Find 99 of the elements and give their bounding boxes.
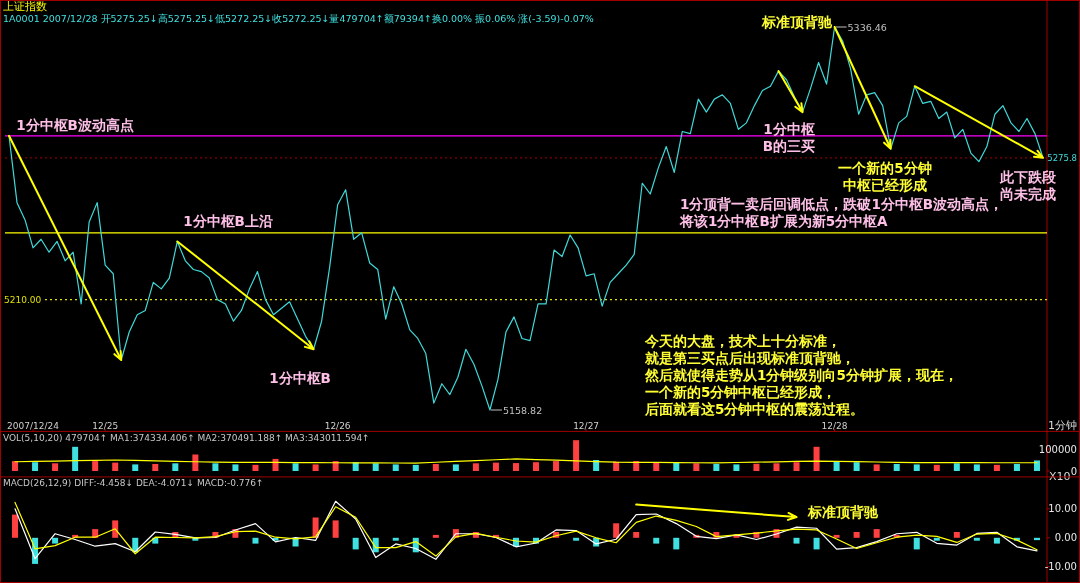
annotation: 1分中枢B的三买 [762, 120, 816, 154]
x-tick-label: 12/27 [573, 420, 600, 431]
annotation: 今天的大盘，技术上十分标准，就是第三买点后出现标准顶背驰，然后就使得走势从1分钟级别向5分钟扩展，现在，一个新的5分钟中枢已经形成，后面就看这5分钟中枢的震荡过程。 [644, 333, 958, 417]
bar [853, 462, 860, 471]
bar [913, 537, 920, 550]
x-tick-label: 12/26 [324, 420, 351, 431]
bar [673, 537, 680, 550]
x-tick-label: 2007/12/24 [7, 420, 60, 431]
bar [573, 440, 580, 471]
y-tick-label: 0.00 [1054, 532, 1077, 544]
bar [392, 537, 399, 541]
bar [633, 532, 640, 538]
bar [933, 464, 940, 471]
y-tick-label: -10.00 [1044, 561, 1077, 573]
data-label: 5336.46 [847, 21, 887, 33]
bar [112, 462, 119, 471]
bar [132, 464, 139, 471]
y-tick-label: 100000 [1038, 443, 1077, 455]
bar [693, 463, 700, 471]
bar [973, 537, 980, 541]
bar [32, 462, 39, 471]
ref-line-label: 5275.8 [1047, 153, 1077, 164]
bar [352, 537, 359, 550]
text: X10 [1049, 470, 1071, 483]
x-tick-label: 12/25 [92, 420, 119, 431]
bar [993, 537, 1000, 544]
bar [973, 464, 980, 471]
bar [873, 464, 880, 471]
bar [773, 463, 780, 471]
chart-title: 上证指数 [3, 0, 47, 13]
bar [853, 532, 860, 538]
bar [252, 464, 259, 471]
bar [953, 532, 960, 538]
bar [232, 464, 239, 471]
bar [1033, 460, 1040, 471]
bar [52, 463, 59, 471]
y-tick-label: 10.00 [1048, 503, 1077, 515]
bar [833, 461, 840, 471]
bar [733, 464, 740, 471]
bar [472, 463, 479, 471]
bar [753, 463, 760, 471]
bar [913, 464, 920, 471]
bar [573, 537, 580, 541]
annotation: 1分中枢B波动高点 [16, 117, 134, 133]
annotation: 标准顶背驰 [807, 504, 879, 520]
annotation: 1分中枢B上沿 [183, 213, 273, 229]
bar [212, 463, 219, 471]
bar [152, 463, 159, 471]
bar [553, 461, 560, 471]
bar [813, 446, 820, 471]
annotation: 一个新的5分钟中枢已经形成 [838, 159, 932, 193]
bar [533, 462, 540, 471]
y-tick-label: 0 [1070, 465, 1077, 477]
bar [332, 461, 339, 471]
bar [633, 461, 640, 471]
chart-title: MACD(26,12,9) DIFF:-4.458↓ DEA:-4.071↓ MACD:-0.776↑ [3, 478, 264, 488]
bar [52, 537, 59, 544]
bar [432, 463, 439, 471]
bar [432, 534, 439, 538]
bar [713, 463, 720, 471]
bar [312, 464, 319, 471]
bar [392, 464, 399, 471]
bar [452, 464, 459, 471]
annotation: 1分中枢B [269, 370, 331, 386]
x-tick-label: 12/28 [821, 420, 848, 431]
bar [993, 464, 1000, 471]
bar [12, 461, 19, 471]
bar [673, 462, 680, 471]
bar [833, 534, 840, 538]
bar [793, 537, 800, 544]
annotation: 标准顶背驰 [761, 14, 833, 30]
bar [292, 463, 299, 471]
bar [813, 537, 820, 550]
bar [492, 462, 499, 471]
bar [252, 537, 259, 544]
bar [512, 463, 519, 471]
bar [1013, 463, 1020, 471]
bar [653, 537, 660, 544]
bar [873, 529, 880, 538]
bar [893, 463, 900, 471]
bar [72, 446, 79, 471]
bar [172, 463, 179, 471]
bar [593, 460, 600, 471]
data-label: 5158.82 [502, 404, 543, 416]
bar [12, 514, 19, 538]
bar [192, 537, 199, 541]
bar [412, 464, 419, 471]
bar [793, 462, 800, 471]
bar [933, 537, 940, 541]
bar [613, 523, 620, 538]
text: 1分钟 [1048, 419, 1077, 432]
ref-line-label: 5210.00 [4, 295, 42, 306]
bar [92, 461, 99, 471]
bar [192, 454, 199, 471]
chart-subtitle: 1A0001 2007/12/28 开5275.25↓高5275.25↓低5272.25↓收5272.25↓量479704↑额79394↑换0.00% 振0.06% 涨(-3.59)-0.07% [3, 13, 594, 24]
chart-title: VOL(5,10,20) 479704↑ MA1:374334.406↑ MA2:370491.188↑ MA3:343011.594↑ [3, 433, 370, 443]
bar [953, 463, 960, 471]
bar [332, 520, 339, 538]
bar [272, 458, 279, 471]
